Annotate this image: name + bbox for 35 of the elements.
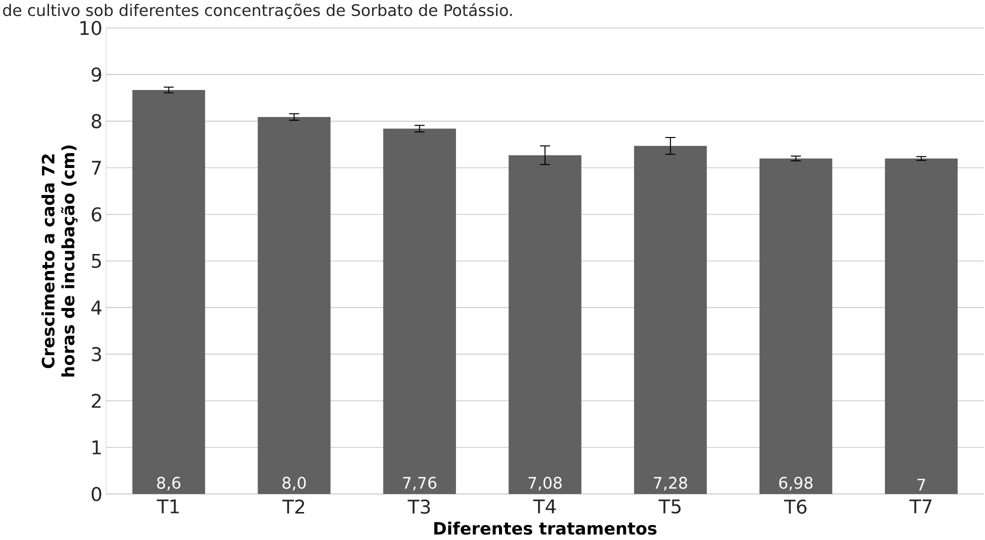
bar (258, 116, 331, 494)
annotation: 8,0 (282, 476, 306, 490)
x-tick-label: T2 (282, 500, 304, 514)
chart-title: de cultivo sob diferentes concentrações de Sorbato de Potássio. (3, 3, 512, 20)
annotation: 7,08 (528, 476, 562, 490)
bar (132, 90, 206, 494)
x-tick-label: T5 (658, 500, 681, 514)
annotation: 6,98 (779, 476, 813, 490)
y-tick-label: 0 (92, 486, 102, 502)
bar (759, 158, 832, 494)
bar (508, 155, 582, 494)
bar (884, 158, 958, 494)
annotation: 8,6 (157, 476, 180, 490)
x-tick-label: T6 (784, 500, 806, 514)
x-axis-title: Diferentes tratamentos (434, 522, 656, 535)
bar (383, 128, 456, 494)
y-tick-label: 8 (92, 114, 102, 128)
y-tick-label: 1 (92, 440, 101, 454)
y-tick-label: 2 (92, 394, 101, 408)
y-axis-title: Crescimento a cada 72 horas de incubação (cm) (41, 145, 78, 377)
y-tick-label: 6 (92, 207, 102, 222)
y-tick-label: 9 (92, 67, 102, 82)
x-tick-label: T4 (533, 500, 556, 514)
annotation: 7 (918, 478, 926, 490)
y-tick-label: 7 (92, 160, 101, 175)
bar (634, 146, 707, 494)
x-tick-label: T7 (909, 500, 932, 514)
annotation: 7,28 (654, 476, 688, 490)
y-tick-label: 10 (80, 20, 102, 36)
x-tick-label: T1 (156, 500, 179, 514)
annotation: 7,76 (403, 476, 436, 490)
x-tick-label: T3 (408, 500, 430, 514)
y-tick-label: 4 (91, 300, 102, 314)
y-tick-label: 5 (92, 254, 101, 268)
y-tick-label: 3 (92, 347, 101, 362)
